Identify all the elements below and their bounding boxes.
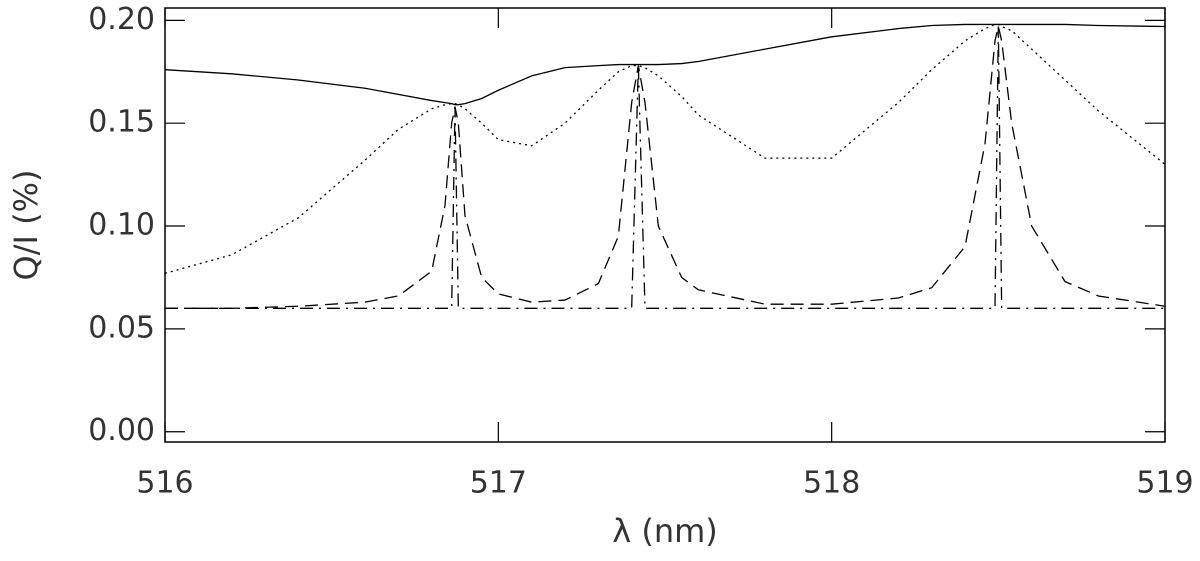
y-axis-title: Q/I (%) [7,170,45,281]
series-line [165,26,1165,309]
y-tick-label: 0.20 [88,2,155,37]
series-line [165,26,1166,309]
series-line [164,23,1166,274]
plot-frame [164,7,1166,443]
series-line [164,23,1166,106]
y-tick-label: 0.05 [88,310,155,345]
y-tick-label: 0.10 [88,208,155,243]
x-axis-title: λ (nm) [612,512,718,550]
x-tick-label: 519 [1136,466,1193,501]
x-tick-label: 517 [470,466,527,501]
x-tick-label: 516 [136,466,193,501]
y-tick-label: 0.15 [88,105,155,140]
x-tick-label: 518 [803,466,860,501]
y-tick-label: 0.00 [88,413,155,448]
